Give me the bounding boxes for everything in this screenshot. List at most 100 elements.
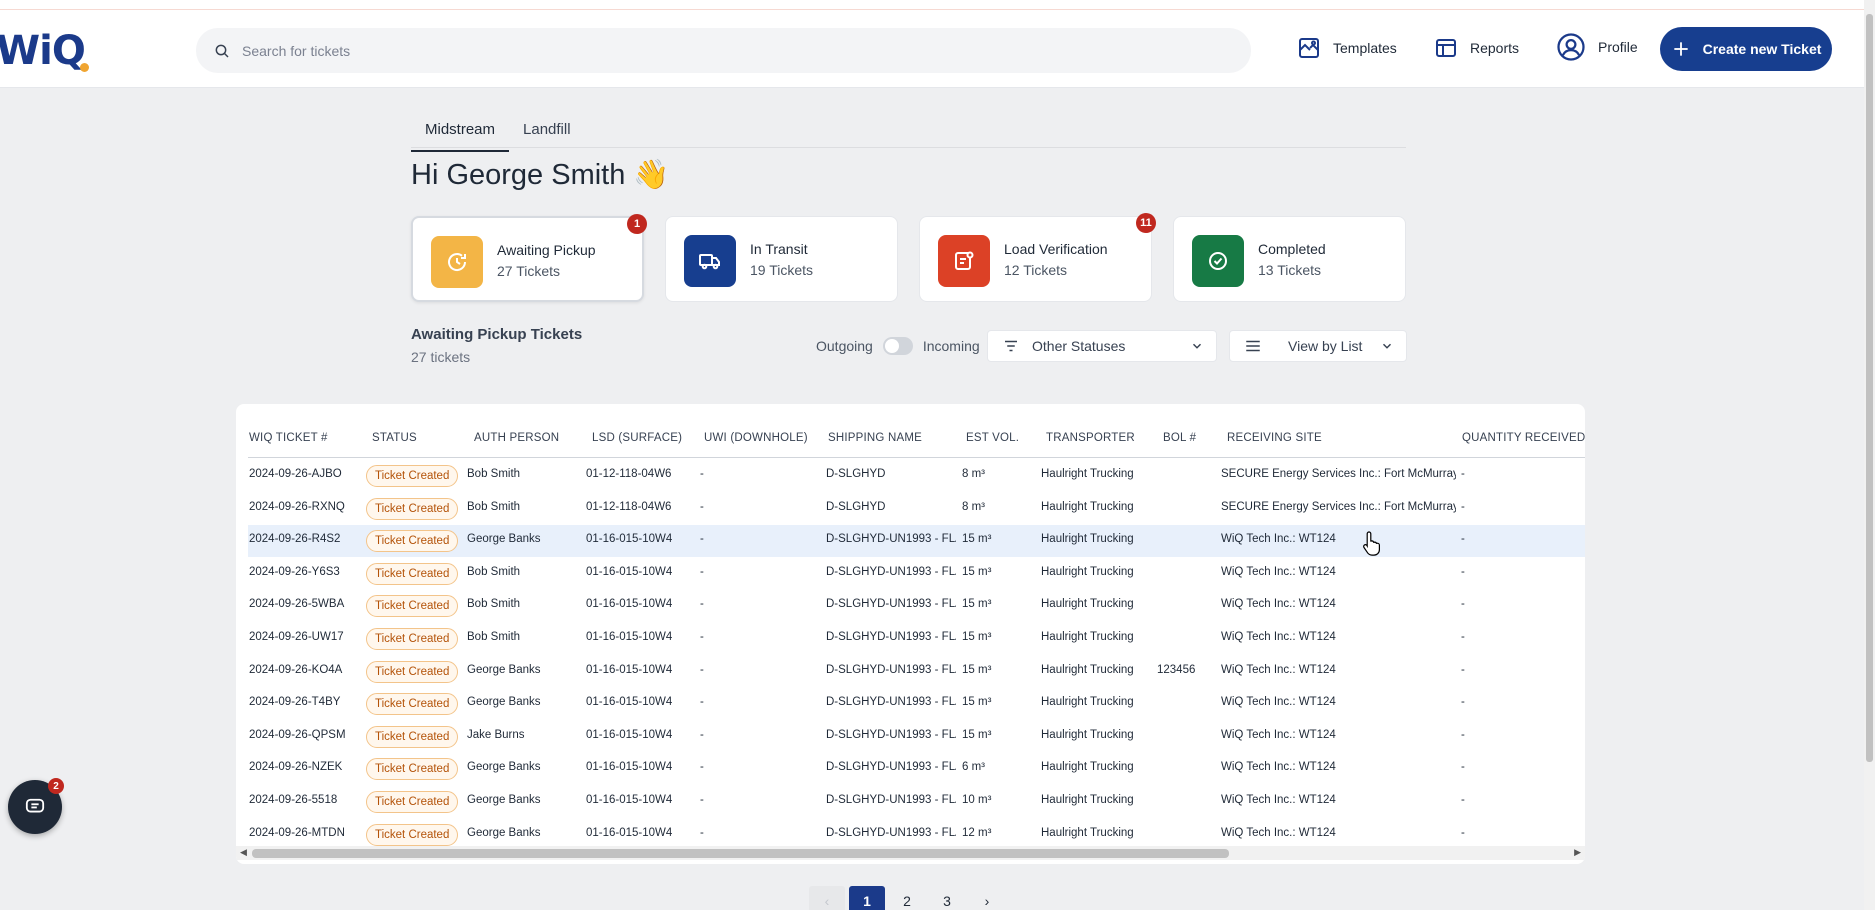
reports-link[interactable]: Reports xyxy=(1434,36,1519,60)
view-mode-dropdown[interactable]: View by List xyxy=(1229,330,1407,362)
transporter-cell: Haulright Trucking xyxy=(1041,728,1134,741)
shipping-name-cell: D-SLGHYD-UN1993 - FLA xyxy=(826,794,956,806)
table-row[interactable]: 2024-09-26-RXNQ Ticket Created Bob Smith 01… xyxy=(248,493,1585,525)
table-row[interactable]: 2024-09-26-Y6S3 Ticket Created Bob Smith 01… xyxy=(248,558,1585,590)
chat-launcher-button[interactable]: 2 xyxy=(8,778,64,834)
direction-toggle[interactable] xyxy=(882,337,913,355)
column-header-shipping-name[interactable]: SHIPPING NAME xyxy=(828,432,922,444)
table-row[interactable]: 2024-09-26-MTDN Ticket Created George Bank… xyxy=(248,819,1585,851)
column-header-ticket[interactable]: WIQ TICKET # xyxy=(249,432,328,444)
column-header-lsd[interactable]: LSD (SURFACE) xyxy=(592,432,683,444)
view-mode-value: View by List xyxy=(1288,338,1363,354)
templates-icon xyxy=(1299,38,1319,58)
column-header-quantity-received[interactable]: QUANTITY RECEIVED xyxy=(1462,432,1585,444)
transporter-cell: Haulright Trucking xyxy=(1041,598,1134,611)
search-icon xyxy=(215,44,229,58)
lsd-cell: 01-12-118-04W6 xyxy=(586,500,672,513)
direction-toggle-group: Outgoing Incoming xyxy=(816,337,980,355)
pagination: ‹ 1 2 3 › xyxy=(809,886,1005,910)
status-card-completed[interactable]: Completed 13 Tickets xyxy=(1173,216,1406,302)
profile-link[interactable]: Profile xyxy=(1556,32,1638,62)
est-vol-cell: 15 m³ xyxy=(962,565,992,578)
shipping-name-cell: D-SLGHYD-UN1993 - FLA xyxy=(826,598,956,611)
card-count: 12 Tickets xyxy=(1004,262,1068,278)
greeting-title: Hi George Smith 👋 xyxy=(411,159,670,191)
in-transit-icon-box xyxy=(684,235,736,287)
auth-person-cell: George Banks xyxy=(467,696,541,709)
auth-person-cell: George Banks xyxy=(467,533,541,546)
ticket-number-cell: 2024-09-26-MTDN xyxy=(249,826,345,839)
receiving-site-cell: WiQ Tech Inc.: WT124 xyxy=(1221,794,1336,806)
status-filter-dropdown[interactable]: Other Statuses xyxy=(987,330,1217,362)
page-button-1[interactable]: 1 xyxy=(849,886,885,910)
receiving-site-cell: SECURE Energy Services Inc.: Fort McMurr… xyxy=(1221,468,1456,480)
status-badge: Ticket Created xyxy=(366,693,459,716)
status-badge: Ticket Created xyxy=(366,628,459,650)
ticket-number-cell: 2024-09-26-QPSM xyxy=(249,728,346,741)
column-header-receiving-site[interactable]: RECEIVING SITE xyxy=(1227,432,1322,444)
table-row[interactable]: 2024-09-26-NZEK Ticket Created George Bank… xyxy=(248,753,1585,785)
uwi-cell: - xyxy=(700,696,704,709)
transporter-cell: Haulright Trucking xyxy=(1041,565,1134,578)
wiq-logo[interactable]: WiQ xyxy=(0,28,89,74)
horizontal-scrollbar[interactable]: ◀ ▶ xyxy=(236,846,1585,860)
create-ticket-button[interactable]: Create new Ticket xyxy=(1660,27,1832,71)
receiving-site-cell: WiQ Tech Inc.: WT124 xyxy=(1221,565,1336,578)
quantity-received-cell: - xyxy=(1461,761,1465,774)
column-header-bol[interactable]: BOL # xyxy=(1163,432,1197,444)
quantity-received-cell: - xyxy=(1461,533,1465,546)
column-header-status[interactable]: STATUS xyxy=(372,432,417,444)
table-row[interactable]: 2024-09-26-5WBA Ticket Created Bob Smith 01… xyxy=(248,590,1585,622)
lsd-cell: 01-16-015-10W4 xyxy=(586,761,673,774)
check-circle-icon xyxy=(1209,252,1227,270)
clock-icon xyxy=(448,253,467,271)
page-button-3[interactable]: 3 xyxy=(943,893,951,909)
auth-person-cell: Bob Smith xyxy=(467,631,521,643)
notification-badge: 1 xyxy=(627,214,647,234)
tab-midstream[interactable]: Midstream xyxy=(411,118,510,152)
page-button-2[interactable]: 2 xyxy=(903,893,911,909)
search-input[interactable] xyxy=(242,42,1142,59)
ticket-number-cell: 2024-09-26-R4S2 xyxy=(249,533,341,546)
truck-icon xyxy=(699,254,720,270)
quantity-received-cell: - xyxy=(1461,696,1465,709)
column-header-transporter[interactable]: TRANSPORTER xyxy=(1046,432,1135,444)
next-page-button[interactable]: › xyxy=(984,893,990,909)
status-badge: Ticket Created xyxy=(366,823,459,846)
vertical-scrollbar[interactable] xyxy=(1864,0,1875,910)
status-card-awaiting-pickup[interactable]: Awaiting Pickup 27 Tickets 1 xyxy=(411,214,647,302)
table-row[interactable]: 2024-09-26-KO4A Ticket Created George Bank… xyxy=(248,656,1585,688)
table-row[interactable]: 2024-09-26-UW17 Ticket Created Bob Smith 01… xyxy=(248,623,1585,655)
status-card-in-transit[interactable]: In Transit 19 Tickets xyxy=(665,216,898,302)
status-badge: Ticket Created xyxy=(366,530,459,553)
shipping-name-cell: D-SLGHYD-UN1993 - FLA xyxy=(826,761,956,774)
status-badge: Ticket Created xyxy=(366,595,459,618)
status-card-load-verification[interactable]: Load Verification 12 Tickets 11 xyxy=(919,213,1156,302)
table-row[interactable]: 2024-09-26-T4BY Ticket Created George Bank… xyxy=(248,688,1585,720)
table-row[interactable]: 2024-09-26-AJBO Ticket Created Bob Smith 01… xyxy=(248,460,1585,492)
table-row[interactable]: 2024-09-26-R4S2 Ticket Created George Bank… xyxy=(248,525,1585,558)
uwi-cell: - xyxy=(700,565,704,578)
column-header-auth-person[interactable]: AUTH PERSON xyxy=(474,432,560,444)
tab-landfill[interactable]: Landfill xyxy=(523,121,571,138)
column-header-uwi[interactable]: UWI (DOWNHOLE) xyxy=(704,432,808,444)
prev-page-button[interactable]: ‹ xyxy=(809,886,845,910)
templates-link[interactable]: Templates xyxy=(1297,36,1397,60)
ticket-number-cell: 2024-09-26-KO4A xyxy=(249,663,343,676)
table-row[interactable]: 2024-09-26-5518 Ticket Created George Bank… xyxy=(248,786,1585,818)
reports-icon xyxy=(1436,39,1456,57)
ticket-number-cell: 2024-09-26-RXNQ xyxy=(249,500,345,513)
card-title: Completed xyxy=(1258,241,1326,257)
lsd-cell: 01-16-015-10W4 xyxy=(586,598,673,611)
table-row[interactable]: 2024-09-26-QPSM Ticket Created Jake Burns 0… xyxy=(248,721,1585,753)
transporter-cell: Haulright Trucking xyxy=(1041,533,1134,546)
receiving-site-cell: WiQ Tech Inc.: WT124 xyxy=(1221,728,1336,741)
transporter-cell: Haulright Trucking xyxy=(1041,631,1134,643)
receiving-site-cell: WiQ Tech Inc.: WT124 xyxy=(1221,696,1336,709)
clipboard-icon xyxy=(955,251,974,270)
search-bar[interactable] xyxy=(196,28,1251,73)
status-badge: Ticket Created xyxy=(366,497,459,520)
shipping-name-cell: D-SLGHYD-UN1993 - FLA xyxy=(826,631,956,643)
column-header-est-vol[interactable]: EST VOL. xyxy=(966,432,1020,444)
uwi-cell: - xyxy=(700,468,704,480)
